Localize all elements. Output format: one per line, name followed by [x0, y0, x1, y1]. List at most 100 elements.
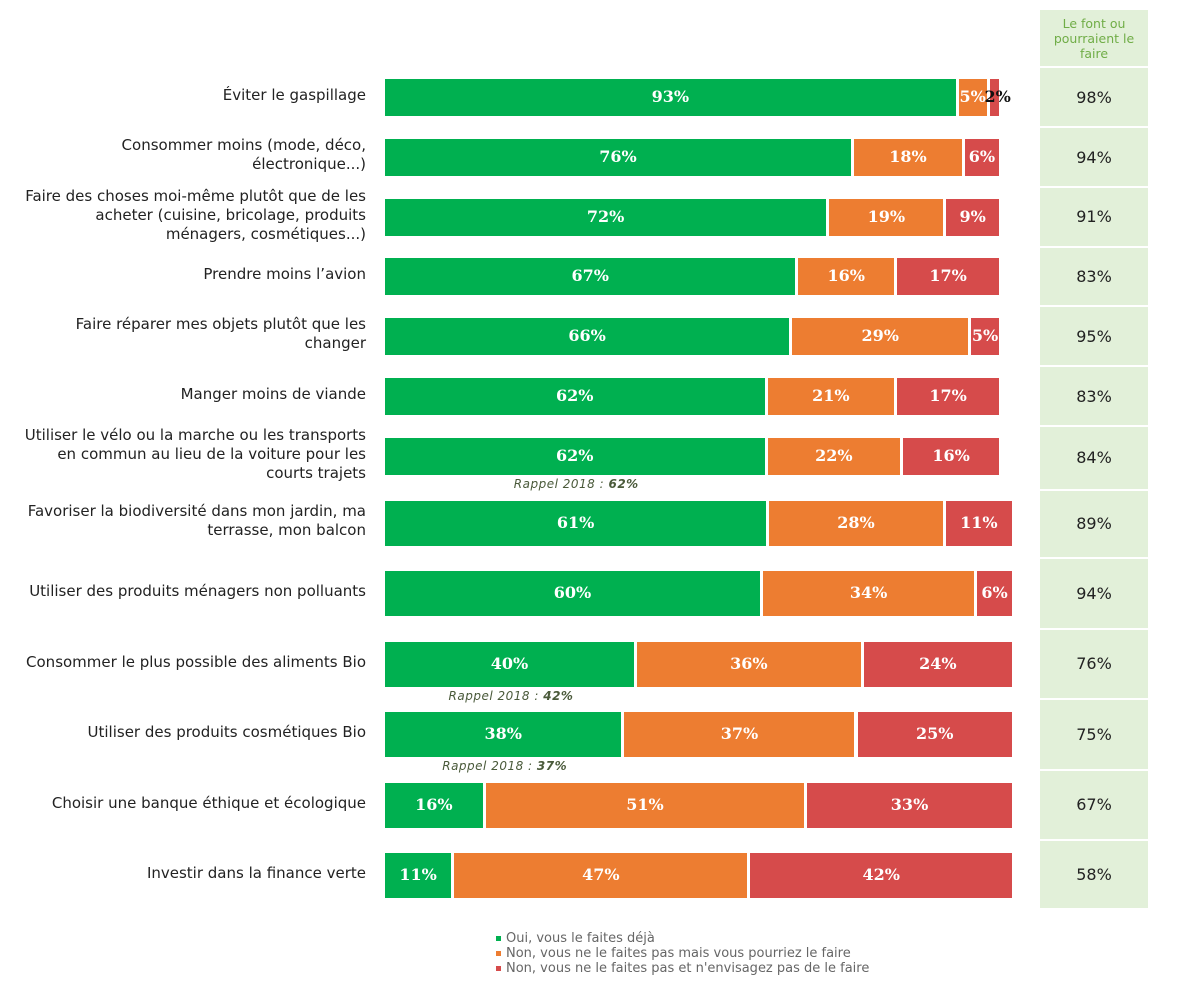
- total-value-label: 94%: [1076, 583, 1112, 603]
- bar-segment: [769, 500, 943, 546]
- bar-value-label: 9%: [959, 207, 986, 226]
- total-value-label: 95%: [1076, 326, 1112, 346]
- bar-value-label: 37%: [720, 724, 759, 743]
- total-header: Le font ou pourraient le faire: [1040, 10, 1148, 66]
- bar-segment: [945, 500, 1012, 546]
- legend-item: Oui, vous le faites déjà: [496, 931, 655, 946]
- bar-segment: [853, 138, 962, 176]
- bar-value-label: 40%: [490, 654, 529, 673]
- total-cell: 83%: [1040, 367, 1148, 425]
- bar-value-label: 11%: [960, 513, 998, 532]
- bar-segment: [385, 257, 796, 295]
- category-label: Choisir une banque éthique et écologique: [51, 793, 366, 812]
- recall-note: Rappel 2018 : 42%: [385, 689, 637, 703]
- bar-segment: [829, 198, 944, 236]
- bar-value-label: 24%: [919, 654, 957, 673]
- legend-label: Non, vous ne le faites pas et n'envisage…: [506, 961, 870, 976]
- legend-item: Non, vous ne le faites pas mais vous pou…: [496, 946, 851, 961]
- bar-value-label: 5%: [959, 87, 986, 106]
- category-label: Faire réparer mes objets plutôt que les …: [75, 315, 366, 352]
- recall-value: 62%: [608, 476, 639, 491]
- total-cell: 89%: [1040, 490, 1148, 557]
- bar-segment: [454, 852, 748, 898]
- total-cell: 76%: [1040, 629, 1148, 698]
- bar-value-label: 67%: [571, 266, 609, 285]
- recall-value: 42%: [543, 688, 574, 703]
- total-cell: 83%: [1040, 247, 1148, 305]
- bar-segment: [977, 570, 1012, 616]
- bar-segment: [989, 78, 999, 116]
- bar-segment: [385, 78, 956, 116]
- category-label: Faire des choses moi-même plutôt que de …: [25, 186, 366, 243]
- bar-value-label: 16%: [827, 266, 865, 285]
- bar-value-label: 19%: [867, 207, 906, 226]
- bar-segment: [385, 500, 767, 546]
- total-value-label: 58%: [1076, 865, 1112, 884]
- bar-segment: [958, 78, 987, 116]
- bar-value-label: 61%: [556, 513, 595, 532]
- bar-segment: [385, 317, 790, 355]
- category-label: Consommer moins (mode, déco, électroniqu…: [121, 136, 366, 173]
- bar-segment: [857, 711, 1012, 757]
- bar-segment: [385, 138, 851, 176]
- recall-note: Rappel 2018 : 37%: [385, 759, 624, 773]
- bar-segment: [767, 377, 895, 415]
- bar-value-label: 62%: [556, 446, 594, 465]
- bar-value-label: 2%: [984, 87, 1011, 106]
- total-value-label: 98%: [1076, 87, 1112, 107]
- total-cell: 58%: [1040, 841, 1148, 908]
- category-label: Utiliser le vélo ou la marche ou les tra…: [24, 425, 366, 482]
- bar-value-label: 21%: [812, 386, 850, 405]
- bar-value-label: 62%: [556, 386, 594, 405]
- bar-value-label: 16%: [932, 446, 970, 465]
- total-cell: 67%: [1040, 770, 1148, 839]
- bar-segment: [763, 570, 975, 616]
- total-cell: 98%: [1040, 68, 1148, 126]
- bar-segment: [750, 852, 1012, 898]
- bar-value-label: 93%: [651, 87, 690, 106]
- bar-segment: [897, 257, 999, 295]
- bar-value-label: 38%: [484, 724, 522, 743]
- bar-value-label: 11%: [399, 865, 437, 884]
- bar-segment: [792, 317, 969, 355]
- legend-swatch: [496, 936, 501, 941]
- total-cell: 94%: [1040, 559, 1148, 628]
- bar-segment: [807, 782, 1012, 828]
- total-value-label: 83%: [1076, 266, 1112, 286]
- bar-value-label: 22%: [815, 446, 853, 465]
- bar-value-label: 17%: [929, 386, 967, 405]
- category-label: Utiliser des produits ménagers non pollu…: [29, 581, 366, 600]
- category-label: Éviter le gaspillage: [222, 85, 366, 104]
- bar-value-label: 36%: [730, 654, 768, 673]
- bar-segment: [485, 782, 805, 828]
- category-label: Utiliser des produits cosmétiques Bio: [87, 722, 366, 741]
- bar-segment: [903, 437, 999, 475]
- bar-value-label: 25%: [916, 724, 954, 743]
- bar-value-label: 60%: [553, 583, 592, 602]
- bar-value-label: 47%: [582, 865, 620, 884]
- bar-value-label: 76%: [599, 147, 637, 166]
- category-label: Manger moins de viande: [180, 384, 366, 403]
- total-value-label: 67%: [1076, 795, 1112, 815]
- bar-segment: [385, 377, 765, 415]
- bar-value-label: 42%: [862, 865, 900, 884]
- total-value-label: 75%: [1076, 724, 1112, 744]
- bar-segment: [385, 711, 622, 757]
- total-cell: 75%: [1040, 700, 1148, 769]
- bar-segment: [897, 377, 999, 415]
- bar-segment: [863, 641, 1012, 687]
- recall-label: Rappel 2018 :: [442, 758, 533, 773]
- bar-value-label: 72%: [586, 207, 625, 226]
- bar-segment: [637, 641, 861, 687]
- total-cell: 95%: [1040, 307, 1148, 365]
- legend-swatch: [496, 966, 501, 971]
- bar-value-label: 28%: [837, 513, 875, 532]
- total-cell: 91%: [1040, 188, 1148, 246]
- bar-segment: [385, 570, 760, 616]
- total-cell: 94%: [1040, 128, 1148, 186]
- total-cell: 84%: [1040, 427, 1148, 489]
- bar-value-label: 6%: [981, 583, 1008, 602]
- total-value-label: 84%: [1076, 448, 1112, 468]
- bar-value-label: 5%: [971, 326, 999, 345]
